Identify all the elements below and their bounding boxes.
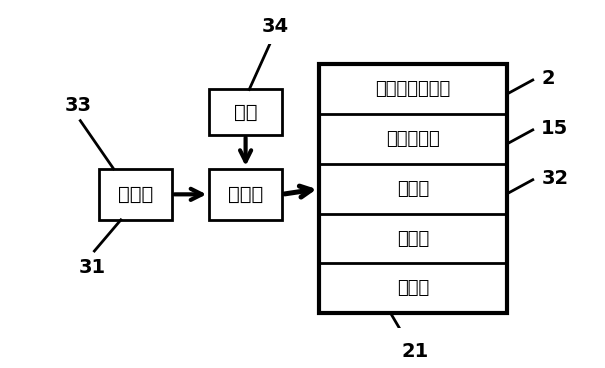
Text: 31: 31: [79, 258, 106, 277]
Text: 32: 32: [541, 169, 568, 188]
Text: 存储器: 存储器: [397, 230, 430, 248]
Text: 控制器: 控制器: [228, 185, 263, 204]
Text: 33: 33: [65, 96, 91, 115]
Text: 21: 21: [402, 342, 429, 361]
Bar: [209, 169, 282, 220]
Text: 显示屏: 显示屏: [118, 185, 153, 204]
Text: 气体净化器: 气体净化器: [387, 130, 440, 148]
Bar: [319, 64, 507, 314]
Text: 15: 15: [541, 119, 569, 138]
Text: 2: 2: [541, 69, 555, 88]
Text: 气体检测传感器: 气体检测传感器: [376, 80, 451, 98]
Text: 启闭阀: 启闭阀: [397, 180, 430, 198]
Bar: [209, 89, 282, 135]
Text: 34: 34: [262, 17, 289, 36]
Bar: [99, 169, 172, 220]
Text: 电源: 电源: [234, 103, 257, 122]
Text: 存储器: 存储器: [397, 279, 430, 297]
